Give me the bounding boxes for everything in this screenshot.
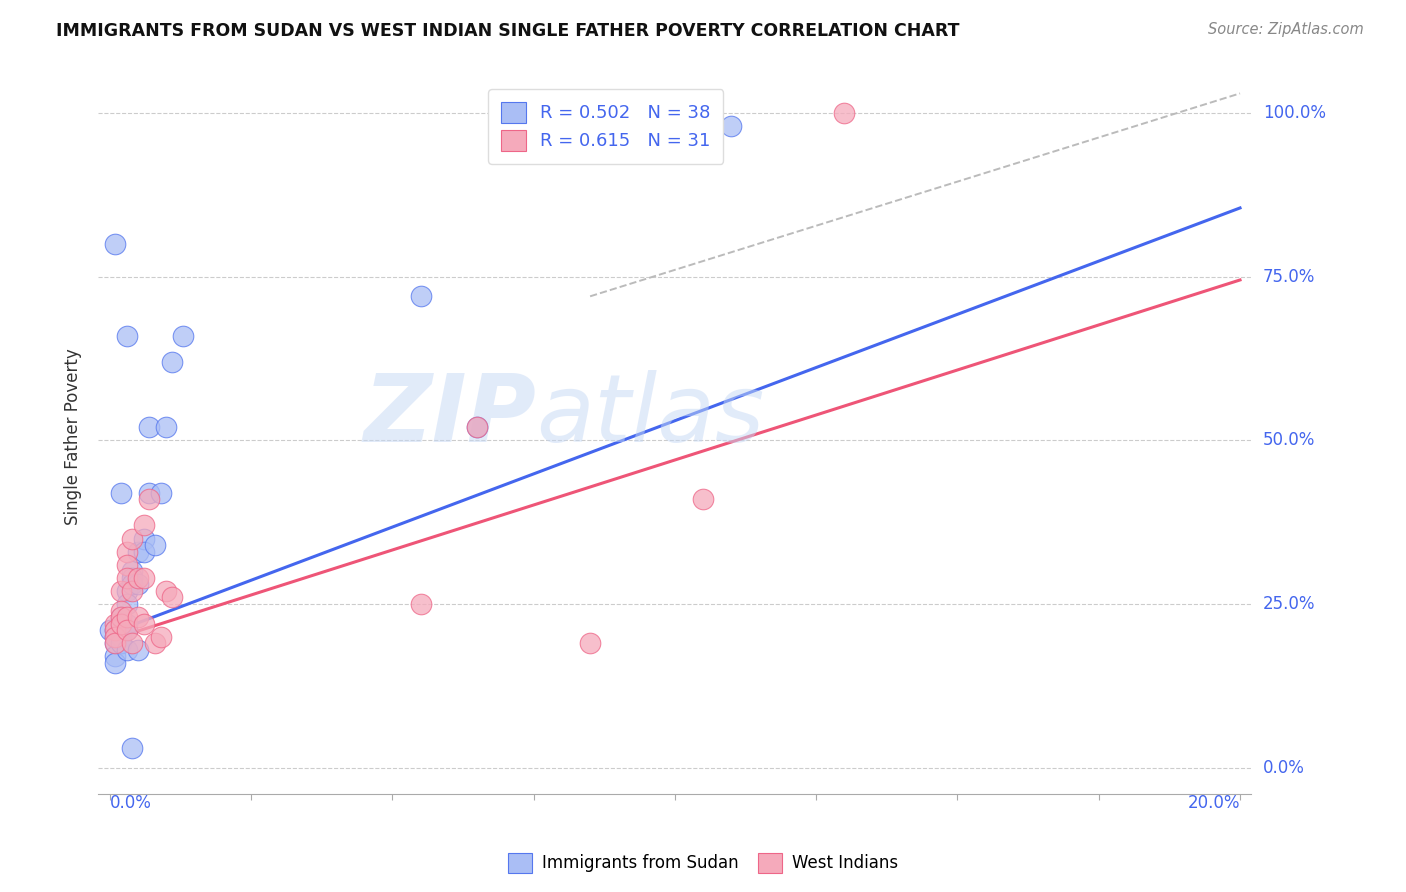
Point [110, 624, 132, 638]
Point [121, 564, 143, 578]
Point [110, 616, 132, 631]
Point [115, 328, 138, 343]
Text: IMMIGRANTS FROM SUDAN VS WEST INDIAN SINGLE FATHER POVERTY CORRELATION CHART: IMMIGRANTS FROM SUDAN VS WEST INDIAN SIN… [56, 22, 960, 40]
Point [155, 420, 177, 434]
Point [104, 630, 127, 644]
Point [138, 420, 160, 434]
Point [149, 485, 172, 500]
Point [110, 616, 132, 631]
Text: 0.0%: 0.0% [1263, 759, 1305, 777]
Point [104, 636, 127, 650]
Legend: Immigrants from Sudan, West Indians: Immigrants from Sudan, West Indians [502, 847, 904, 880]
Point [127, 571, 149, 585]
Point [409, 597, 432, 611]
Y-axis label: Single Father Poverty: Single Father Poverty [65, 349, 83, 525]
Point [127, 610, 149, 624]
Point [110, 610, 132, 624]
Point [465, 420, 488, 434]
Point [115, 624, 138, 638]
Point [132, 532, 155, 546]
Point [132, 571, 155, 585]
Point [110, 603, 132, 617]
Point [720, 119, 742, 133]
Text: 0.0%: 0.0% [110, 794, 152, 812]
Point [115, 624, 138, 638]
Text: atlas: atlas [537, 370, 765, 461]
Point [465, 420, 488, 434]
Point [104, 636, 127, 650]
Point [138, 492, 160, 507]
Point [121, 636, 143, 650]
Point [143, 636, 166, 650]
Point [121, 532, 143, 546]
Text: 25.0%: 25.0% [1263, 595, 1316, 613]
Text: 100.0%: 100.0% [1263, 104, 1326, 122]
Point [127, 643, 149, 657]
Point [115, 571, 138, 585]
Text: 50.0%: 50.0% [1263, 432, 1315, 450]
Point [104, 624, 127, 638]
Point [110, 636, 132, 650]
Point [104, 616, 127, 631]
Text: 75.0%: 75.0% [1263, 268, 1315, 285]
Point [104, 649, 127, 664]
Point [115, 597, 138, 611]
Point [834, 106, 856, 120]
Point [692, 492, 714, 507]
Point [127, 577, 149, 591]
Point [160, 355, 183, 369]
Point [115, 558, 138, 572]
Point [121, 583, 143, 598]
Point [115, 544, 138, 558]
Point [132, 616, 155, 631]
Point [143, 538, 166, 552]
Point [172, 328, 194, 343]
Point [132, 544, 155, 558]
Point [121, 571, 143, 585]
Point [115, 583, 138, 598]
Point [115, 643, 138, 657]
Text: 20.0%: 20.0% [1188, 794, 1240, 812]
Point [115, 616, 138, 631]
Point [110, 610, 132, 624]
Point [110, 583, 132, 598]
Point [138, 485, 160, 500]
Point [110, 485, 132, 500]
Point [579, 636, 602, 650]
Legend: R = 0.502   N = 38, R = 0.615   N = 31: R = 0.502 N = 38, R = 0.615 N = 31 [488, 89, 724, 163]
Point [155, 583, 177, 598]
Point [409, 289, 432, 303]
Point [115, 610, 138, 624]
Point [104, 624, 127, 638]
Text: Source: ZipAtlas.com: Source: ZipAtlas.com [1208, 22, 1364, 37]
Point [104, 630, 127, 644]
Point [104, 236, 127, 251]
Point [98, 624, 121, 638]
Point [127, 544, 149, 558]
Point [121, 577, 143, 591]
Text: ZIP: ZIP [364, 369, 537, 462]
Point [149, 630, 172, 644]
Point [104, 656, 127, 670]
Point [121, 741, 143, 756]
Point [110, 630, 132, 644]
Point [132, 518, 155, 533]
Point [160, 591, 183, 605]
